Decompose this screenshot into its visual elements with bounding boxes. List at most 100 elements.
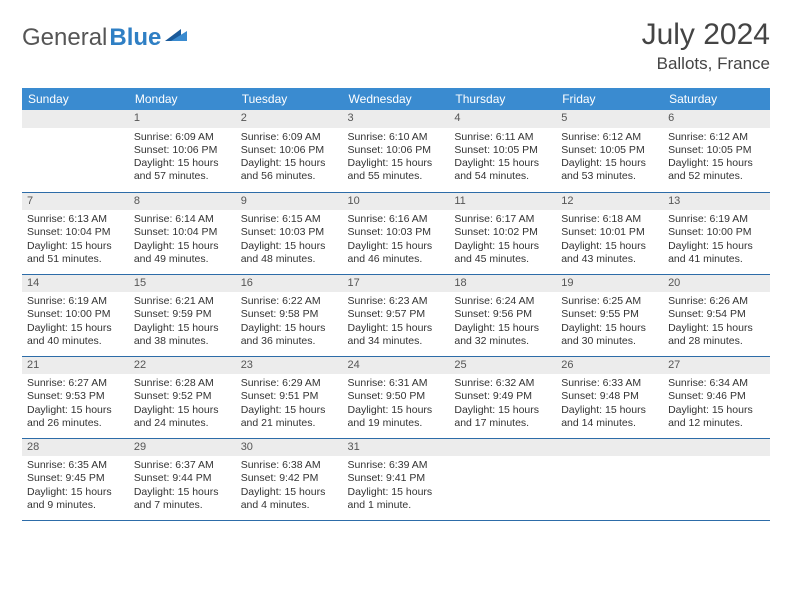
day-info-line: and 32 minutes. [454,335,551,348]
day-info-line: Sunrise: 6:16 AM [348,213,445,226]
day-info-line: Sunrise: 6:09 AM [241,131,338,144]
day-info-line: and 14 minutes. [561,417,658,430]
day-number [449,439,556,457]
day-info-line: and 54 minutes. [454,170,551,183]
day-body: Sunrise: 6:39 AMSunset: 9:41 PMDaylight:… [343,456,450,518]
day-info-line: Sunrise: 6:38 AM [241,459,338,472]
day-info-line: Daylight: 15 hours [241,404,338,417]
day-info-line: Daylight: 15 hours [241,322,338,335]
day-info-line: Sunset: 9:42 PM [241,472,338,485]
day-info-line: Sunrise: 6:34 AM [668,377,765,390]
day-info-line: Daylight: 15 hours [348,322,445,335]
day-info-line: Sunrise: 6:35 AM [27,459,124,472]
day-body [22,128,129,137]
day-number: 5 [556,110,663,128]
calendar-day-cell: 12Sunrise: 6:18 AMSunset: 10:01 PMDaylig… [556,192,663,274]
day-info-line: and 24 minutes. [134,417,231,430]
day-body: Sunrise: 6:13 AMSunset: 10:04 PMDaylight… [22,210,129,272]
day-body: Sunrise: 6:12 AMSunset: 10:05 PMDaylight… [663,128,770,190]
day-info-line: Sunset: 10:05 PM [561,144,658,157]
day-body: Sunrise: 6:09 AMSunset: 10:06 PMDaylight… [236,128,343,190]
day-number: 24 [343,357,450,375]
day-info-line: Sunset: 9:41 PM [348,472,445,485]
day-body: Sunrise: 6:18 AMSunset: 10:01 PMDaylight… [556,210,663,272]
day-info-line: and 46 minutes. [348,253,445,266]
day-info-line: Daylight: 15 hours [134,157,231,170]
day-number: 8 [129,193,236,211]
day-info-line: Sunset: 10:06 PM [241,144,338,157]
day-body: Sunrise: 6:37 AMSunset: 9:44 PMDaylight:… [129,456,236,518]
day-number: 11 [449,193,556,211]
day-info-line: Daylight: 15 hours [241,240,338,253]
day-info-line: Daylight: 15 hours [561,240,658,253]
day-info-line: Daylight: 15 hours [348,240,445,253]
day-info-line: Daylight: 15 hours [27,486,124,499]
day-number: 30 [236,439,343,457]
day-info-line: and 51 minutes. [27,253,124,266]
day-body: Sunrise: 6:33 AMSunset: 9:48 PMDaylight:… [556,374,663,436]
day-info-line: Sunrise: 6:17 AM [454,213,551,226]
day-info-line: and 7 minutes. [134,499,231,512]
day-info-line: Sunset: 9:51 PM [241,390,338,403]
day-info-line: Daylight: 15 hours [668,157,765,170]
calendar-day-cell: 4Sunrise: 6:11 AMSunset: 10:05 PMDayligh… [449,110,556,192]
day-body: Sunrise: 6:11 AMSunset: 10:05 PMDaylight… [449,128,556,190]
day-info-line: Sunset: 9:45 PM [27,472,124,485]
day-number: 25 [449,357,556,375]
month-title: July 2024 [642,18,770,52]
day-number: 7 [22,193,129,211]
day-number: 31 [343,439,450,457]
calendar-table: Sunday Monday Tuesday Wednesday Thursday… [22,88,770,521]
calendar-day-cell: 27Sunrise: 6:34 AMSunset: 9:46 PMDayligh… [663,356,770,438]
day-body: Sunrise: 6:23 AMSunset: 9:57 PMDaylight:… [343,292,450,354]
day-body: Sunrise: 6:22 AMSunset: 9:58 PMDaylight:… [236,292,343,354]
day-info-line: Sunrise: 6:12 AM [561,131,658,144]
calendar-day-cell [556,438,663,520]
calendar-day-cell: 29Sunrise: 6:37 AMSunset: 9:44 PMDayligh… [129,438,236,520]
day-info-line: and 43 minutes. [561,253,658,266]
day-number: 21 [22,357,129,375]
calendar-day-cell: 2Sunrise: 6:09 AMSunset: 10:06 PMDayligh… [236,110,343,192]
day-info-line: Sunset: 10:02 PM [454,226,551,239]
day-number: 14 [22,275,129,293]
flag-icon [165,27,187,45]
day-info-line: Daylight: 15 hours [134,486,231,499]
day-number: 12 [556,193,663,211]
day-info-line: and 36 minutes. [241,335,338,348]
day-info-line: Sunset: 9:46 PM [668,390,765,403]
calendar-week-row: 1Sunrise: 6:09 AMSunset: 10:06 PMDayligh… [22,110,770,192]
day-info-line: and 21 minutes. [241,417,338,430]
calendar-day-cell: 22Sunrise: 6:28 AMSunset: 9:52 PMDayligh… [129,356,236,438]
day-info-line: and 12 minutes. [668,417,765,430]
day-body: Sunrise: 6:17 AMSunset: 10:02 PMDaylight… [449,210,556,272]
day-info-line: Daylight: 15 hours [454,157,551,170]
calendar-day-cell: 13Sunrise: 6:19 AMSunset: 10:00 PMDaylig… [663,192,770,274]
day-info-line: Sunset: 9:58 PM [241,308,338,321]
day-info-line: Sunrise: 6:26 AM [668,295,765,308]
day-info-line: Sunset: 10:05 PM [454,144,551,157]
day-info-line: and 9 minutes. [27,499,124,512]
day-info-line: and 34 minutes. [348,335,445,348]
day-info-line: Sunrise: 6:24 AM [454,295,551,308]
day-info-line: Sunset: 10:03 PM [241,226,338,239]
day-info-line: and 53 minutes. [561,170,658,183]
day-number [22,110,129,128]
calendar-day-cell: 16Sunrise: 6:22 AMSunset: 9:58 PMDayligh… [236,274,343,356]
day-number: 4 [449,110,556,128]
calendar-day-cell: 21Sunrise: 6:27 AMSunset: 9:53 PMDayligh… [22,356,129,438]
calendar-day-cell: 10Sunrise: 6:16 AMSunset: 10:03 PMDaylig… [343,192,450,274]
day-body: Sunrise: 6:19 AMSunset: 10:00 PMDaylight… [663,210,770,272]
day-info-line: and 17 minutes. [454,417,551,430]
day-info-line: Sunset: 10:01 PM [561,226,658,239]
weekday-header: Monday [129,88,236,110]
day-number: 17 [343,275,450,293]
day-number: 27 [663,357,770,375]
day-body: Sunrise: 6:26 AMSunset: 9:54 PMDaylight:… [663,292,770,354]
day-info-line: and 19 minutes. [348,417,445,430]
day-body: Sunrise: 6:14 AMSunset: 10:04 PMDaylight… [129,210,236,272]
day-info-line: and 41 minutes. [668,253,765,266]
calendar-day-cell: 6Sunrise: 6:12 AMSunset: 10:05 PMDayligh… [663,110,770,192]
day-body [449,456,556,465]
calendar-day-cell: 9Sunrise: 6:15 AMSunset: 10:03 PMDayligh… [236,192,343,274]
day-number: 28 [22,439,129,457]
